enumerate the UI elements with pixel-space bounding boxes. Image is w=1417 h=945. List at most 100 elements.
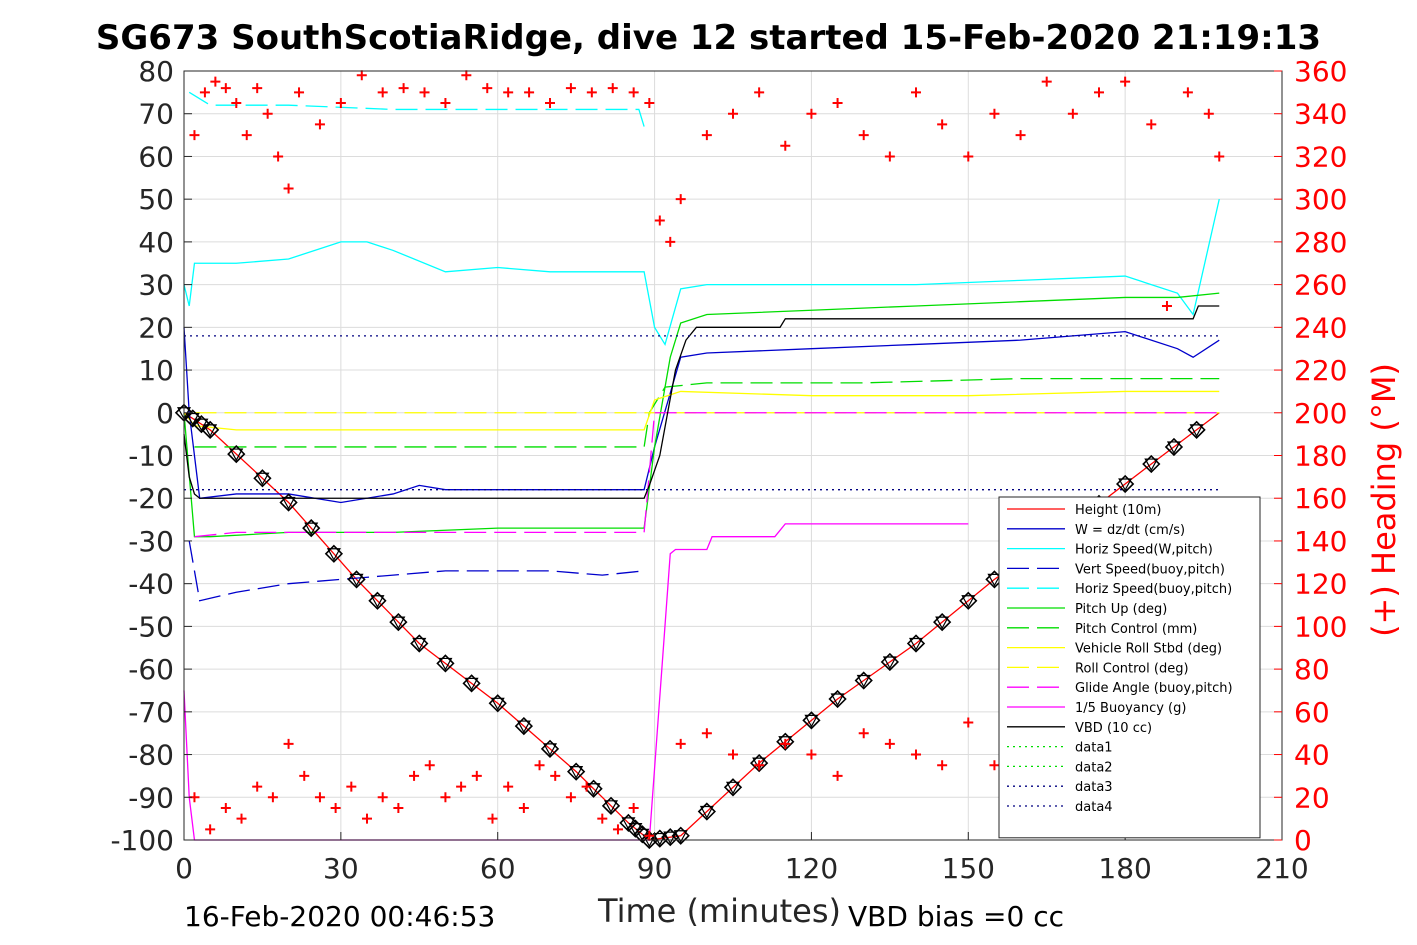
heading-plus-marker <box>937 119 948 130</box>
heading-plus-marker <box>628 802 639 813</box>
depth-triangle-marker <box>255 472 270 486</box>
heading-plus-marker <box>565 83 576 94</box>
heading-plus-marker <box>963 151 974 162</box>
heading-plus-marker <box>1094 87 1104 98</box>
x-axis-label: Time (minutes) <box>598 892 841 930</box>
legend-label: Height (10m) <box>1075 503 1161 518</box>
legend-label: Roll Control (deg) <box>1075 661 1189 676</box>
legend-label: W = dz/dt (cm/s) <box>1075 523 1185 538</box>
heading-plus-marker <box>565 792 576 803</box>
legend-label: data4 <box>1075 800 1113 815</box>
x-tick-label: 180 <box>1098 852 1151 885</box>
y-tick-label: 0 <box>156 397 174 430</box>
y-tick-label: 40 <box>138 226 174 259</box>
depth-triangle-marker <box>663 831 678 845</box>
y2-tick-labels: 0 20 40 60 80 100 120 140 160 180 200 220 240 260 280 3… <box>1274 55 1347 857</box>
x-tick-labels: 0 30 60 90 120 150 180 210 <box>175 832 1309 885</box>
depth-triangle-marker <box>391 616 406 630</box>
heading-plus-marker <box>780 140 791 151</box>
heading-plus-marker <box>628 87 639 98</box>
depth-triangle-marker <box>725 781 741 795</box>
heading-plus-marker <box>487 813 498 824</box>
heading-plus-marker <box>806 108 817 119</box>
heading-plus-marker <box>728 749 738 760</box>
legend-label: Horiz Speed(W,pitch) <box>1075 543 1213 558</box>
y2-tick-label: 280 <box>1294 226 1347 259</box>
x-tick-label: 90 <box>637 852 673 885</box>
legend-label: data2 <box>1075 760 1113 775</box>
depth-triangle-marker <box>464 677 479 691</box>
depth-triangle-marker <box>203 424 218 438</box>
heading-plus-marker <box>654 215 665 226</box>
heading-plus-marker <box>701 130 712 141</box>
depth-triangle-marker <box>1166 441 1181 455</box>
legend-label: Pitch Control (mm) <box>1075 622 1197 637</box>
legend-label: Vert Speed(buoy,pitch) <box>1075 562 1225 577</box>
heading-plus-marker <box>283 738 294 749</box>
y-tick-label: -60 <box>128 653 174 686</box>
y-tick-label: -50 <box>128 610 174 643</box>
heading-plus-marker <box>205 824 216 835</box>
heading-plus-marker <box>252 781 263 792</box>
heading-plus-marker <box>701 728 712 739</box>
y-tick-label: -70 <box>128 696 174 729</box>
heading-plus-marker <box>612 824 623 835</box>
y-tick-label: 60 <box>138 140 174 173</box>
heading-plus-marker <box>330 802 341 813</box>
y-tick-label: 10 <box>138 354 174 387</box>
heading-plus-marker <box>534 760 545 771</box>
depth-triangle-marker <box>673 830 688 843</box>
heading-plus-marker <box>1067 108 1078 119</box>
series-line <box>188 91 645 127</box>
heading-plus-marker <box>675 738 686 749</box>
heading-plus-marker <box>754 760 765 771</box>
y2-tick-label: 120 <box>1294 568 1347 601</box>
depth-triangle-marker <box>908 637 924 651</box>
y2-tick-label: 260 <box>1294 269 1347 302</box>
heading-plus-marker <box>220 802 231 813</box>
y-tick-label: -40 <box>128 568 174 601</box>
depth-triangle-marker <box>370 595 385 609</box>
chart-title: SG673 SouthScotiaRidge, dive 12 started … <box>95 18 1322 58</box>
heading-plus-marker <box>518 802 529 813</box>
y2-tick-label: 360 <box>1294 55 1347 88</box>
y2-tick-label: 320 <box>1294 140 1347 173</box>
series-line <box>183 292 1220 538</box>
heading-plus-marker <box>199 87 210 98</box>
heading-plus-marker <box>471 770 482 781</box>
depth-triangle-marker <box>438 657 453 671</box>
depth-triangle-marker <box>412 637 427 651</box>
heading-plus-marker <box>858 728 869 739</box>
heading-plus-marker <box>419 87 430 98</box>
heading-plus-marker <box>607 83 618 94</box>
x-tick-label: 150 <box>942 852 995 885</box>
y2-tick-label: 40 <box>1294 739 1330 772</box>
heading-plus-marker <box>597 813 608 824</box>
heading-plus-marker <box>267 792 278 803</box>
y-tick-label: -80 <box>128 739 174 772</box>
depth-triangle-marker <box>586 783 601 796</box>
legend-label: data1 <box>1075 741 1113 756</box>
legend-label: Horiz Speed(buoy,pitch) <box>1075 582 1232 597</box>
y-tick-label: 50 <box>138 183 174 216</box>
heading-plus-marker <box>1203 108 1214 119</box>
depth-triangle-marker <box>349 573 364 587</box>
y2-tick-label: 160 <box>1294 482 1347 515</box>
heading-plus-marker <box>241 130 252 141</box>
depth-triangle-marker <box>856 674 871 688</box>
heading-plus-marker <box>456 781 467 792</box>
depth-triangle-marker <box>961 595 976 609</box>
heading-plus-marker <box>586 87 597 98</box>
depth-triangle-marker <box>1189 424 1204 438</box>
heading-plus-marker <box>524 87 535 98</box>
depth-triangle-marker <box>326 548 341 562</box>
heading-plus-marker <box>503 781 514 792</box>
legend-label: Vehicle Roll Stbd (deg) <box>1075 642 1222 657</box>
heading-plus-marker <box>482 83 493 94</box>
heading-plus-marker <box>1214 151 1225 162</box>
heading-plus-marker <box>409 770 420 781</box>
y2-tick-label: 300 <box>1294 183 1347 216</box>
series-line <box>183 390 1220 431</box>
heading-plus-marker <box>1015 130 1026 141</box>
series-line <box>188 540 645 602</box>
